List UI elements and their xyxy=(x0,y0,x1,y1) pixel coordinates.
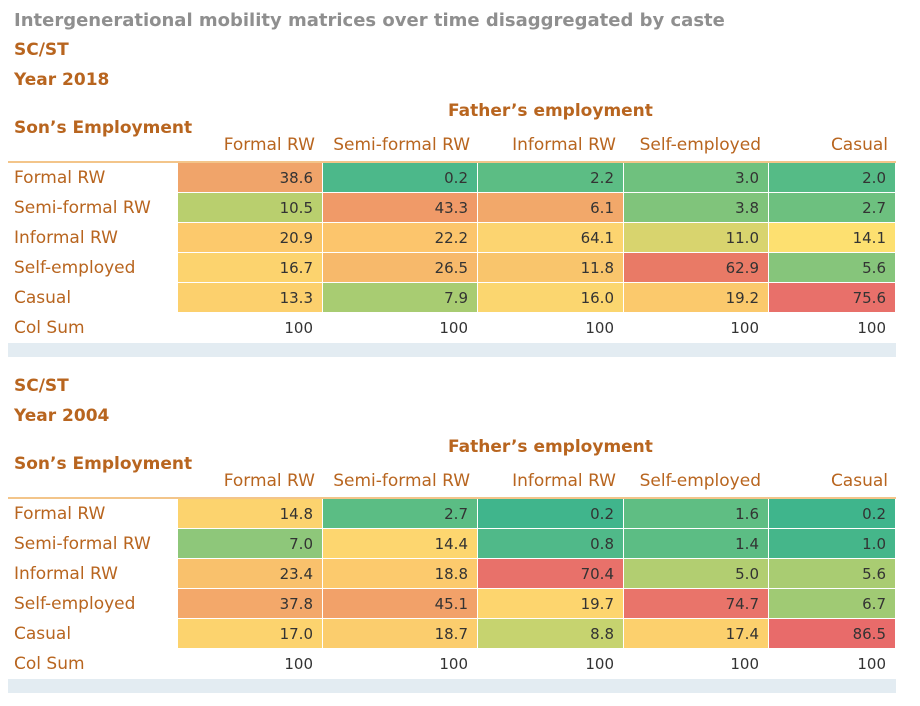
table-cell: 75.6 xyxy=(769,283,896,313)
sum-label: Col Sum xyxy=(14,654,85,674)
row-label: Informal RW xyxy=(14,564,118,584)
row-label: Semi-formal RW xyxy=(14,534,151,554)
table-cell: 20.9 xyxy=(178,223,323,253)
table-cell: 7.0 xyxy=(178,529,323,559)
table-cell: 45.1 xyxy=(323,589,478,619)
table-cell: 11.8 xyxy=(478,253,624,283)
table-cell: 5.0 xyxy=(624,559,769,589)
sum-cell: 100 xyxy=(769,313,896,343)
table-cell: 19.7 xyxy=(478,589,624,619)
table-cell: 1.6 xyxy=(624,499,769,529)
table-cell: 3.8 xyxy=(624,193,769,223)
sum-cell: 100 xyxy=(769,649,896,679)
sum-cell: 100 xyxy=(478,313,624,343)
column-label: Self-employed xyxy=(639,135,761,155)
table-cell: 16.7 xyxy=(178,253,323,283)
table-cell: 1.4 xyxy=(624,529,769,559)
column-header: Father’s employment xyxy=(448,437,653,457)
table-cell: 23.4 xyxy=(178,559,323,589)
sum-cell: 100 xyxy=(178,649,323,679)
row-label: Casual xyxy=(14,288,72,308)
table-cell: 16.0 xyxy=(478,283,624,313)
header-rule xyxy=(8,161,896,163)
table-cell: 10.5 xyxy=(178,193,323,223)
table-cell: 14.8 xyxy=(178,499,323,529)
table-cell: 2.7 xyxy=(323,499,478,529)
table-cell: 0.2 xyxy=(478,499,624,529)
column-label: Formal RW xyxy=(223,135,315,155)
year-title: Year 2018 xyxy=(14,70,110,90)
sum-cell: 100 xyxy=(178,313,323,343)
row-label: Formal RW xyxy=(14,504,106,524)
column-label: Informal RW xyxy=(512,135,616,155)
year-title: Year 2004 xyxy=(14,406,110,426)
table-cell: 2.7 xyxy=(769,193,896,223)
column-label: Informal RW xyxy=(512,471,616,491)
row-label: Self-employed xyxy=(14,594,136,614)
table-cell: 62.9 xyxy=(624,253,769,283)
table-cell: 5.6 xyxy=(769,253,896,283)
column-label: Self-employed xyxy=(639,471,761,491)
sum-cell: 100 xyxy=(323,649,478,679)
table-cell: 26.5 xyxy=(323,253,478,283)
row-label: Informal RW xyxy=(14,228,118,248)
table-cell: 37.8 xyxy=(178,589,323,619)
table-cell: 2.0 xyxy=(769,163,896,193)
group-title: SC/ST xyxy=(14,40,69,60)
table-cell: 2.2 xyxy=(478,163,624,193)
table-cell: 64.1 xyxy=(478,223,624,253)
table-cell: 1.0 xyxy=(769,529,896,559)
row-label: Self-employed xyxy=(14,258,136,278)
table-cell: 0.2 xyxy=(323,163,478,193)
footer-bar xyxy=(8,343,896,357)
row-label: Casual xyxy=(14,624,72,644)
table-cell: 86.5 xyxy=(769,619,896,649)
sum-cell: 100 xyxy=(323,313,478,343)
column-label: Casual xyxy=(830,471,888,491)
table-cell: 8.8 xyxy=(478,619,624,649)
table-cell: 18.8 xyxy=(323,559,478,589)
table-cell: 0.8 xyxy=(478,529,624,559)
sum-label: Col Sum xyxy=(14,318,85,338)
table-cell: 22.2 xyxy=(323,223,478,253)
table-cell: 13.3 xyxy=(178,283,323,313)
table-cell: 74.7 xyxy=(624,589,769,619)
row-header: Son’s Employment xyxy=(14,454,193,474)
table-cell: 70.4 xyxy=(478,559,624,589)
sum-cell: 100 xyxy=(624,313,769,343)
page-title: Intergenerational mobility matrices over… xyxy=(14,10,725,31)
column-label: Casual xyxy=(830,135,888,155)
column-header: Father’s employment xyxy=(448,101,653,121)
column-label: Formal RW xyxy=(223,471,315,491)
table-cell: 18.7 xyxy=(323,619,478,649)
row-header: Son’s Employment xyxy=(14,118,193,138)
table-cell: 38.6 xyxy=(178,163,323,193)
table-cell: 19.2 xyxy=(624,283,769,313)
row-label: Semi-formal RW xyxy=(14,198,151,218)
footer-bar xyxy=(8,679,896,693)
row-label: Formal RW xyxy=(14,168,106,188)
table-cell: 14.1 xyxy=(769,223,896,253)
table-cell: 7.9 xyxy=(323,283,478,313)
column-label: Semi-formal RW xyxy=(333,135,470,155)
table-cell: 17.0 xyxy=(178,619,323,649)
table-cell: 6.1 xyxy=(478,193,624,223)
table-cell: 14.4 xyxy=(323,529,478,559)
table-cell: 43.3 xyxy=(323,193,478,223)
table-cell: 11.0 xyxy=(624,223,769,253)
group-title: SC/ST xyxy=(14,376,69,396)
table-cell: 3.0 xyxy=(624,163,769,193)
table-cell: 17.4 xyxy=(624,619,769,649)
sum-cell: 100 xyxy=(624,649,769,679)
table-cell: 6.7 xyxy=(769,589,896,619)
table-cell: 0.2 xyxy=(769,499,896,529)
header-rule xyxy=(8,497,896,499)
sum-cell: 100 xyxy=(478,649,624,679)
table-cell: 5.6 xyxy=(769,559,896,589)
column-label: Semi-formal RW xyxy=(333,471,470,491)
